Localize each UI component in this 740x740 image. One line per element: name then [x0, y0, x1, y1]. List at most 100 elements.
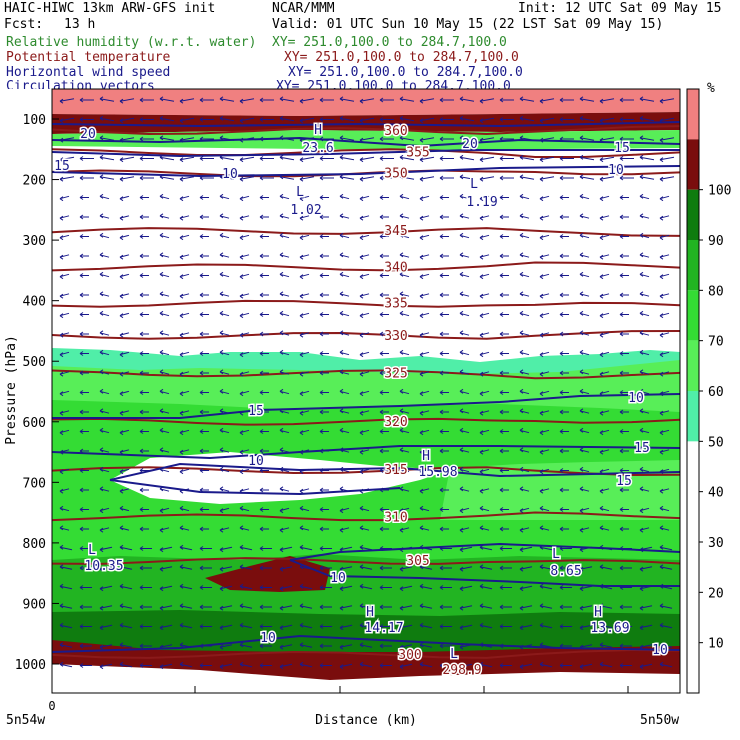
wind-vector-head: [199, 156, 204, 161]
wind-vector-head: [539, 176, 544, 182]
wind-vector: [179, 98, 195, 102]
wind-vector-head: [519, 605, 524, 611]
wind-vector: [579, 605, 593, 609]
wind-vector: [399, 546, 413, 551]
wind-vector-head: [359, 488, 364, 494]
wind-vector: [119, 663, 133, 668]
wind-vector-head: [599, 98, 604, 104]
wind-vector: [419, 176, 435, 180]
valid-time: Valid: 01 UTC Sun 10 May 15 (22 LST Sat …: [272, 17, 664, 32]
wind-vector-head: [299, 544, 304, 550]
wind-vector-head: [459, 466, 464, 472]
wind-vector-head: [479, 525, 484, 531]
wind-vector: [599, 546, 613, 551]
wind-vector-head: [279, 408, 284, 414]
wind-vector: [179, 566, 193, 570]
wind-vector-head: [479, 544, 484, 550]
wind-vector: [359, 663, 373, 668]
wind-vector: [419, 624, 433, 629]
wind-vector-head: [579, 135, 584, 141]
wind-vector-head: [659, 196, 664, 202]
wind-vector-head: [379, 331, 384, 337]
theta-label-335: 335: [384, 297, 407, 312]
wind-vector-head: [159, 508, 164, 514]
theta-contour-345: [52, 227, 680, 237]
wind-vector: [579, 98, 595, 102]
wind-vector-head: [439, 195, 444, 200]
wind-vector-head: [439, 390, 444, 395]
wind-vector-head: [259, 585, 264, 590]
wind-vector-head: [579, 271, 584, 277]
wind-vector-head: [599, 254, 604, 260]
wind-vector-head: [299, 410, 304, 416]
wind-vector-head: [199, 663, 204, 668]
wind-vector-head: [559, 390, 564, 395]
wind-vector-head: [339, 174, 344, 180]
rh-patch-moist: [205, 556, 330, 592]
wind-vector-head: [139, 390, 144, 395]
wind-vector-head: [259, 331, 264, 337]
wind-vector-head: [499, 409, 504, 415]
wind-vector-head: [619, 370, 624, 376]
wind-vector-head: [139, 312, 144, 317]
wind-vector-head: [399, 566, 404, 572]
wind-vector-head: [559, 468, 564, 473]
wind-vector-head: [519, 252, 524, 258]
theta-label-300: 300: [398, 648, 421, 663]
wind-vector: [539, 624, 553, 629]
wind-vector-head: [99, 213, 104, 219]
wind-vector-head: [259, 604, 264, 610]
field-rh-xy: XY= 251.0,100.0 to 284.7,100.0: [272, 35, 507, 50]
wind-vector-head: [419, 371, 424, 377]
wind-vector: [119, 644, 133, 648]
wind-vector-head: [419, 661, 424, 667]
wind-vector-head: [79, 429, 84, 434]
wind-vector-head: [359, 583, 364, 589]
wind-vector-head: [599, 332, 604, 338]
wind-vector: [459, 98, 475, 102]
wind-vector: [279, 663, 293, 668]
wind-vector-head: [379, 370, 384, 376]
wind-vector-head: [279, 566, 284, 572]
wind-vector: [599, 605, 613, 609]
wind-vector-head: [179, 274, 184, 280]
wind-vector-head: [279, 252, 284, 258]
wind-vector-head: [439, 117, 444, 122]
wind-vector-head: [79, 136, 84, 142]
wind-vector: [239, 546, 253, 551]
wind-vector-head: [259, 429, 264, 434]
wind-vector-head: [519, 213, 524, 219]
wind-vector-head: [399, 174, 404, 180]
wind-vector-head: [619, 97, 624, 103]
wind-vector-head: [119, 525, 124, 531]
wind-vector-head: [239, 488, 244, 494]
wind-vector-head: [639, 154, 644, 160]
wind-vector-head: [519, 427, 524, 433]
wind-vector-head: [299, 118, 304, 124]
wind-vector: [179, 156, 195, 161]
wind-vector-head: [439, 273, 444, 278]
wind-vector-head: [119, 449, 124, 455]
wind-vector-head: [619, 390, 624, 395]
wind-vector-head: [59, 215, 64, 221]
wind-vector-head: [199, 448, 204, 454]
wind-vector: [119, 176, 135, 180]
wind-vector-head: [339, 330, 344, 336]
wind-vector-head: [519, 291, 524, 297]
wind-vector-head: [239, 98, 244, 104]
wind-vector-head: [179, 98, 184, 104]
wind-vector: [599, 585, 613, 590]
wind-vector-head: [99, 310, 104, 316]
wind-vector: [519, 117, 535, 122]
wind-vector-head: [399, 154, 404, 160]
theta-label-325: 325: [384, 366, 407, 381]
wind-vector-head: [199, 214, 204, 220]
wind-vector: [339, 663, 353, 668]
wind-vector: [459, 663, 473, 668]
wind-vector-head: [59, 469, 64, 475]
wind-vector-head: [99, 252, 104, 258]
wind-vector-head: [239, 661, 244, 667]
wind-vector: [519, 546, 533, 551]
wind-vector-head: [559, 331, 564, 337]
wind-vector-head: [559, 370, 564, 376]
